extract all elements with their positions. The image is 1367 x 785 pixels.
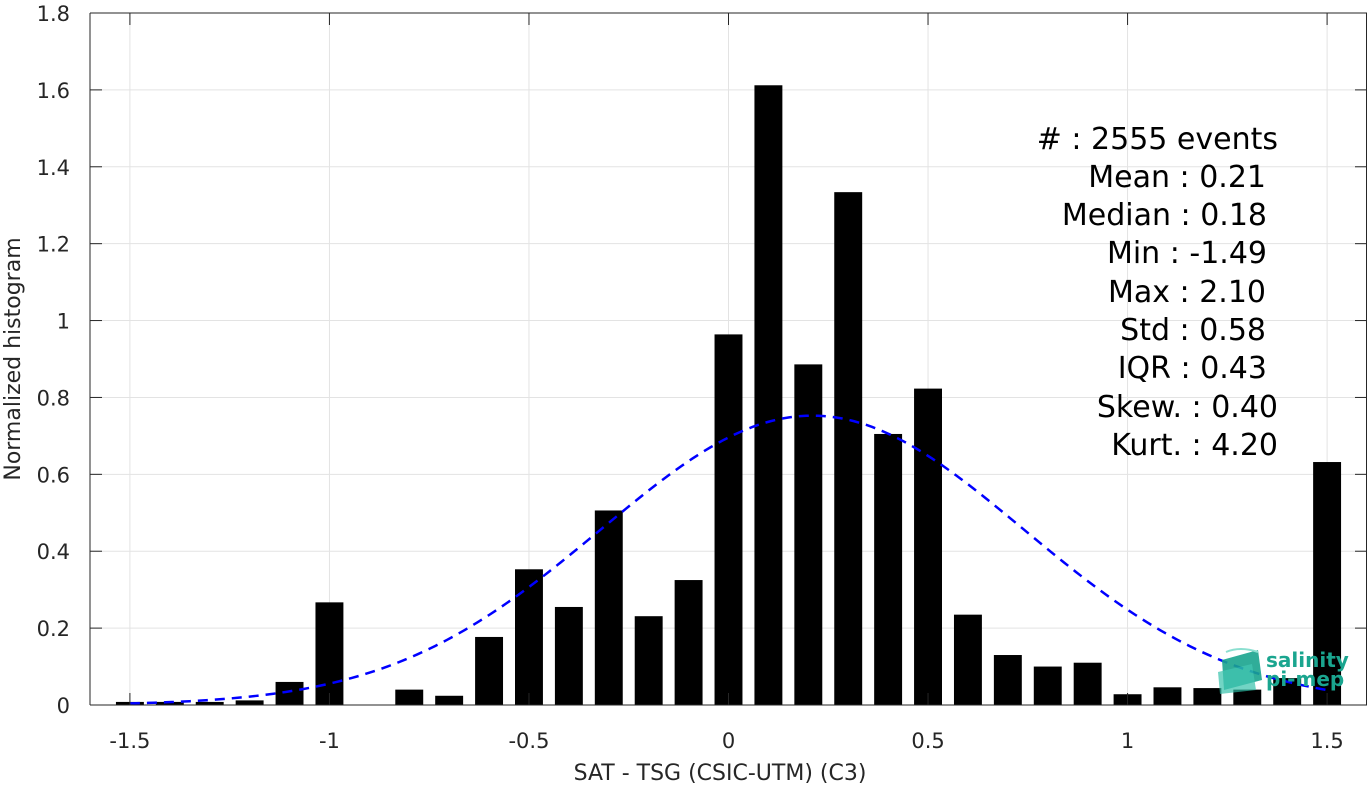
- y-tick-label-3: 0.6: [37, 463, 70, 487]
- x-axis-ticks: -1.5 -1 -0.5 0 0.5 1 1.5: [109, 13, 1344, 753]
- histogram-bar-22: [993, 655, 1022, 705]
- histogram-bar-11: [554, 606, 583, 705]
- stat-std: Std : 0.58: [1120, 313, 1266, 348]
- histogram-bar-27: [1193, 688, 1222, 705]
- stat-iqr: IQR : 0.43: [1118, 351, 1267, 386]
- y-tick-label-4: 0.8: [37, 386, 70, 410]
- histogram-bar-10: [515, 569, 543, 705]
- x-tick-label-4: 0.5: [911, 729, 944, 753]
- histogram-bar-17: [794, 364, 823, 705]
- histogram-bar-7: [395, 689, 424, 705]
- x-tick-label-1: -1: [319, 729, 340, 753]
- y-tick-label-9: 1.8: [37, 2, 70, 26]
- salinity-pimep-logo: salinity pi-mep: [1218, 648, 1349, 694]
- histogram-bar-16: [754, 85, 783, 705]
- histogram-bar-8: [435, 695, 464, 705]
- y-axis-ticks: 0 0.2 0.4 0.6 0.8 1 1.2 1.4 1.6 1.8: [37, 2, 1367, 718]
- salinity-pimep-logo-icon: [1218, 648, 1262, 694]
- histogram-bar-18: [834, 192, 863, 705]
- y-axis-label: Normalized histogram: [1, 237, 26, 480]
- histogram-bar-13: [634, 616, 663, 705]
- x-tick-label-2: -0.5: [508, 729, 549, 753]
- y-tick-label-5: 1: [57, 310, 70, 334]
- y-tick-label-7: 1.4: [37, 156, 70, 180]
- histogram-bar-15: [714, 334, 743, 705]
- x-tick-label-6: 1.5: [1310, 729, 1343, 753]
- y-tick-label-0: 0: [57, 694, 70, 718]
- histogram-bar-9: [475, 636, 504, 705]
- histogram-bar-2: [195, 701, 224, 705]
- stat-skew: Skew. : 0.40: [1097, 390, 1278, 425]
- stat-min: Min : -1.49: [1107, 236, 1267, 271]
- logo-text-line2: pi-mep: [1266, 667, 1344, 691]
- x-axis-label: SAT - TSG (CSIC-UTM) (C3): [574, 761, 867, 785]
- stat-mean: Mean : 0.21: [1088, 160, 1266, 195]
- histogram-bars: [115, 85, 1342, 705]
- stat-max: Max : 2.10: [1108, 275, 1266, 310]
- statistics-box: # : 2555 events Mean : 0.21 Median : 0.1…: [1037, 122, 1278, 463]
- histogram-bar-30: [1313, 462, 1342, 705]
- histogram-bar-20: [914, 388, 942, 705]
- histogram-bar-24: [1073, 662, 1102, 705]
- y-tick-label-8: 1.6: [37, 79, 70, 103]
- histogram-bar-5: [315, 602, 344, 705]
- logo-text-line1: salinity: [1266, 648, 1349, 672]
- histogram-bar-12: [594, 510, 623, 705]
- x-tick-label-3: 0: [722, 729, 735, 753]
- stat-median: Median : 0.18: [1062, 198, 1267, 233]
- histogram-bar-4: [275, 681, 304, 705]
- histogram-bar-3: [235, 700, 264, 705]
- histogram-bar-28: [1233, 689, 1262, 705]
- y-tick-label-6: 1.2: [37, 233, 70, 257]
- x-tick-label-0: -1.5: [109, 729, 150, 753]
- histogram-bar-1: [155, 701, 184, 705]
- stat-events: # : 2555 events: [1037, 122, 1278, 157]
- stat-kurt: Kurt. : 4.20: [1111, 428, 1278, 463]
- histogram-bar-23: [1033, 666, 1062, 705]
- histogram-bar-19: [874, 433, 903, 705]
- histogram-bar-14: [674, 580, 703, 705]
- y-tick-label-1: 0.2: [37, 617, 70, 641]
- histogram-bar-26: [1153, 687, 1182, 705]
- histogram-bar-21: [953, 614, 982, 705]
- y-tick-label-2: 0.4: [37, 540, 70, 564]
- x-tick-label-5: 1: [1121, 729, 1134, 753]
